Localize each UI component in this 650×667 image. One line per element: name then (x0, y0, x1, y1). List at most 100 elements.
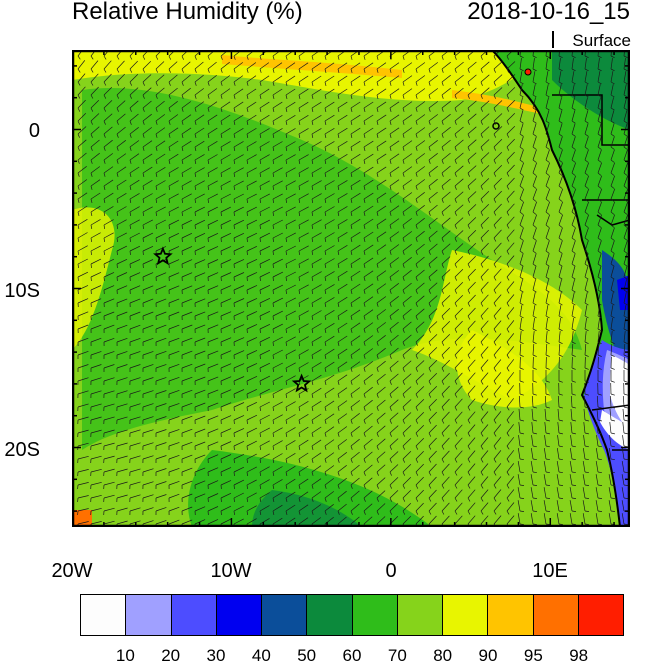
wind-barb-flag (285, 224, 287, 230)
wind-barb-flag (597, 458, 602, 461)
wind-barb (530, 487, 534, 499)
wind-barb (129, 153, 140, 161)
wind-barb (402, 308, 412, 317)
wind-barb (506, 372, 515, 382)
wind-barb-flag (415, 263, 418, 268)
wind-barb-flag (376, 445, 379, 450)
wind-barb (571, 292, 575, 304)
wind-barb (402, 257, 412, 265)
wind-barb (129, 166, 140, 174)
wind-barb (506, 242, 515, 252)
wind-barb (311, 517, 322, 525)
wind-barb (207, 350, 219, 356)
wind-barb (220, 285, 232, 291)
wind-barb (116, 179, 127, 187)
wind-barb (610, 136, 615, 148)
wind-barb (285, 491, 296, 499)
wind-barb (402, 321, 412, 330)
wind-barb-flag (610, 250, 615, 254)
wind-barb-flag (467, 224, 471, 229)
wind-barb-flag (233, 172, 236, 177)
wind-barb (103, 285, 115, 291)
wind-barb (363, 205, 374, 213)
wind-barb-flag (402, 445, 406, 450)
wind-barb (103, 442, 115, 447)
wind-barb-flag (285, 432, 288, 437)
wind-barb-flag (558, 198, 563, 202)
wind-barb-flag (129, 55, 133, 60)
wind-barb (428, 476, 437, 486)
wind-barb (543, 513, 547, 525)
wind-barb (415, 295, 425, 304)
wind-barb (129, 324, 141, 330)
wind-barb-flag (181, 81, 184, 86)
wind-barb-flag (116, 55, 120, 60)
wind-barb (259, 193, 270, 200)
wind-barb (233, 206, 244, 213)
wind-barb (194, 428, 206, 434)
wind-barb-flag (272, 107, 275, 112)
wind-barb-flag (454, 133, 457, 138)
wind-barb (597, 97, 601, 109)
wind-barb-flag (350, 68, 353, 73)
wind-barb (207, 441, 219, 447)
wind-barb-flag (597, 432, 602, 435)
wind-barb-flag (519, 510, 525, 512)
wind-barb (77, 337, 89, 343)
wind-barb-flag (350, 250, 353, 255)
wind-barb-flag (454, 276, 458, 281)
wind-barb (557, 395, 560, 408)
wind-barb-flag (90, 211, 93, 216)
wind-barb-flag (324, 146, 327, 151)
wind-barb-flag (441, 393, 445, 398)
wind-barb-flag (77, 55, 81, 60)
wind-barb-flag (285, 406, 288, 411)
wind-barb (90, 481, 102, 486)
wind-barb-flag (259, 432, 261, 438)
wind-barb-flag (311, 211, 314, 216)
wind-barb-flag (285, 68, 288, 73)
wind-barb-flag (571, 406, 576, 409)
wind-barb-flag (558, 315, 563, 319)
wind-barb-flag (558, 185, 563, 189)
wind-barb-flag (571, 159, 576, 163)
wind-barb (259, 427, 270, 434)
wind-barb-flag (402, 341, 405, 346)
wind-barb (415, 437, 425, 447)
wind-barb (90, 285, 102, 291)
wind-barb-flag (480, 198, 484, 203)
wind-barb (467, 126, 477, 135)
wind-barb-flag (545, 432, 550, 435)
wind-barb (168, 74, 178, 83)
wind-barb (246, 440, 257, 447)
wind-barb-flag (545, 133, 550, 137)
wind-barb-flag (350, 81, 353, 86)
wind-barb (259, 492, 270, 499)
wind-barb (545, 84, 549, 96)
wind-barb (337, 206, 348, 213)
wind-barb-flag (571, 315, 576, 319)
wind-barb (571, 266, 576, 278)
wind-barb (298, 336, 309, 343)
wind-barb (415, 424, 425, 434)
wind-barb-flag (545, 94, 550, 98)
wind-barb (324, 232, 335, 239)
wind-barb-flag (298, 250, 300, 255)
wind-barb-flag (246, 497, 249, 502)
wind-barb (415, 243, 425, 252)
wind-barb-flag (493, 458, 497, 463)
wind-barb-flag (610, 107, 615, 111)
wind-barb (376, 140, 387, 148)
wind-barb-flag (90, 107, 94, 112)
wind-barb-flag (467, 120, 470, 125)
wind-barb (454, 243, 464, 252)
wind-barb (181, 285, 193, 291)
wind-barb (467, 463, 476, 473)
rh-60-70-south (188, 450, 432, 527)
wind-barb (454, 87, 464, 96)
wind-barb (556, 513, 560, 525)
wind-barb-flag (337, 55, 340, 60)
wind-barb-flag (480, 419, 484, 424)
wind-barb (142, 259, 154, 265)
wind-barb (155, 232, 167, 239)
